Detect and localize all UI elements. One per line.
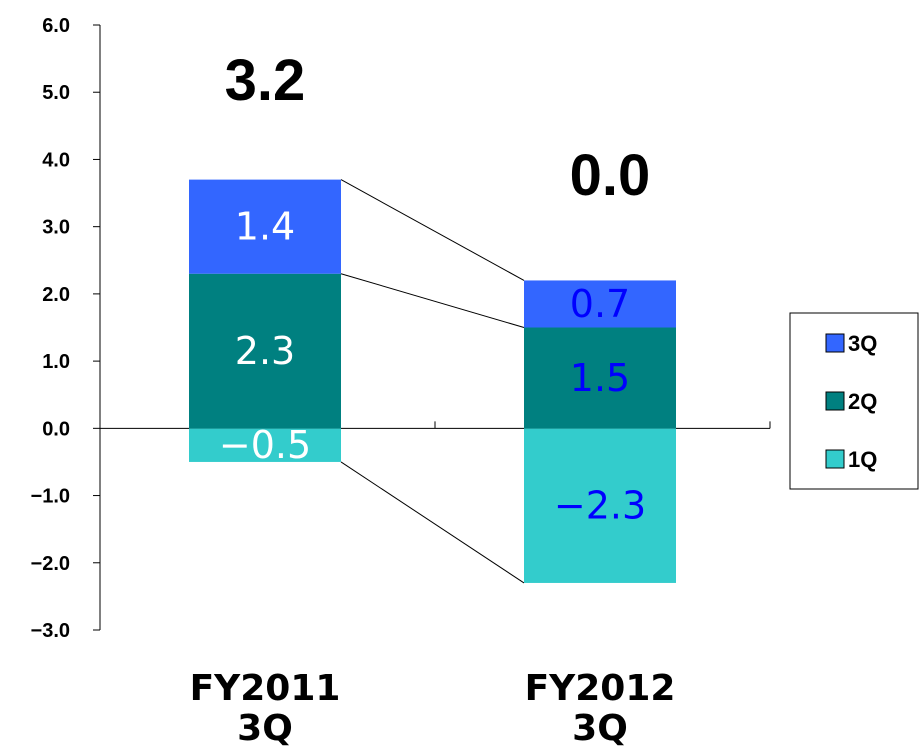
y-tick-label: 5.0: [42, 82, 70, 104]
total-label: 0.0: [570, 143, 651, 208]
y-tick-label: 3.0: [42, 217, 70, 239]
y-tick-label: 1.0: [42, 351, 70, 373]
data-label: 0.7: [570, 282, 630, 326]
bar-segment-2q: [524, 327, 676, 429]
y-tick-label: −3.0: [31, 620, 70, 642]
axes: 6.0 5.0 4.0 3.0 2.0 1.0 0.0 −1.0 −2.0 −3.0 FY2011 3…: [31, 15, 771, 749]
legend-label: 1Q: [848, 447, 877, 472]
legend-label: 3Q: [848, 331, 877, 356]
legend-swatch: [825, 391, 845, 411]
labels: −0.5 2.3 1.4 −2.3 1.5 0.7 3.2 0.0: [219, 48, 650, 528]
bar-segment-2q: [189, 273, 341, 429]
data-label: −2.3: [554, 484, 646, 528]
data-label: −0.5: [219, 423, 311, 467]
y-tick-label: −2.0: [31, 553, 70, 575]
y-tick-label: 0.0: [42, 418, 70, 440]
bar-segment-1q: [189, 428, 341, 462]
y-tick-label: −1.0: [31, 486, 70, 508]
bars: [189, 179, 676, 583]
bar-segment-3q: [189, 179, 341, 274]
y-tick-label: 4.0: [42, 149, 70, 171]
bar-segment-1q: [524, 428, 676, 583]
data-label: 2.3: [235, 329, 295, 373]
data-label: 1.4: [235, 205, 295, 249]
connector-line: [340, 179, 525, 281]
category-label: FY2011 3Q: [190, 668, 341, 749]
legend: 3Q 2Q 1Q: [789, 312, 919, 490]
legend-box: [789, 312, 919, 490]
legend-swatch: [825, 449, 845, 469]
legend-swatch: [825, 333, 845, 353]
legend-label: 2Q: [848, 389, 877, 414]
data-label: 1.5: [570, 356, 630, 400]
y-tick-label: 6.0: [42, 15, 70, 37]
category-label: FY2012 3Q: [525, 668, 676, 749]
connector-line: [340, 461, 525, 584]
y-tick-label: 2.0: [42, 284, 70, 306]
total-label: 3.2: [225, 48, 306, 113]
connector-line: [340, 273, 525, 328]
connector-lines: [340, 179, 525, 584]
bar-segment-3q: [524, 280, 676, 328]
